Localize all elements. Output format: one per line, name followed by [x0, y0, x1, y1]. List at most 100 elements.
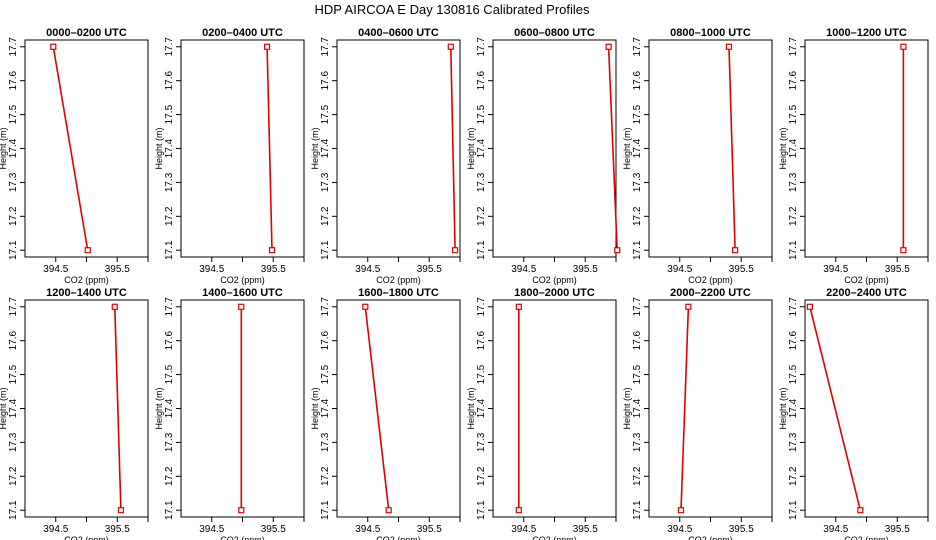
panel-title: 0800–1000 UTC: [670, 27, 751, 39]
y-axis-label: Height (m): [622, 127, 632, 169]
data-point: [806, 303, 814, 310]
x-tick-label: 395.5: [573, 264, 598, 275]
x-axis-label: CO2 (ppm): [64, 275, 109, 285]
y-tick-label: 17.5: [320, 104, 331, 124]
x-axis-label: CO2 (ppm): [220, 535, 265, 540]
profile-line: [728, 46, 736, 251]
y-tick-label: 17.4: [632, 138, 643, 158]
y-tick-label: 17.2: [788, 466, 799, 486]
y-tick-label: 17.7: [788, 297, 799, 317]
y-tick-label: 17.2: [476, 206, 487, 226]
panel-title: 0000–0200 UTC: [46, 27, 127, 39]
y-tick-label: 17.2: [320, 466, 331, 486]
y-tick-label: 17.7: [320, 297, 331, 317]
plot-frame: [804, 39, 929, 258]
panel-title: 2000–2200 UTC: [670, 287, 751, 299]
plot-frame: [492, 39, 617, 258]
figure-title: HDP AIRCOA E Day 130816 Calibrated Profi…: [314, 2, 590, 17]
panel-title: 0600–0800 UTC: [514, 27, 595, 39]
profile-line: [450, 46, 456, 251]
y-tick-label: 17.3: [476, 172, 487, 192]
profile-line: [266, 46, 273, 251]
x-axis-label: CO2 (ppm): [220, 275, 265, 285]
x-tick-label: 394.5: [511, 264, 536, 275]
y-tick-label: 17.4: [788, 138, 799, 158]
y-tick-label: 17.4: [8, 398, 19, 418]
data-point: [111, 303, 118, 310]
x-tick-label: 394.5: [43, 524, 68, 535]
y-tick-label: 17.5: [788, 364, 799, 384]
plot-frame: [24, 299, 149, 518]
x-tick-label: 395.5: [885, 524, 910, 535]
x-axis-label: CO2 (ppm): [688, 275, 733, 285]
y-tick-label: 17.2: [320, 206, 331, 226]
y-tick-label: 17.6: [320, 71, 331, 91]
x-tick-label: 395.5: [105, 264, 130, 275]
x-tick-label: 394.5: [199, 264, 224, 275]
x-tick-label: 394.5: [355, 264, 380, 275]
x-tick-label: 395.5: [729, 264, 754, 275]
x-tick-label: 394.5: [43, 264, 68, 275]
x-tick-label: 395.5: [261, 524, 286, 535]
data-point: [451, 247, 459, 254]
y-tick-label: 17.4: [164, 138, 175, 158]
y-tick-label: 17.2: [476, 466, 487, 486]
x-axis-label: CO2 (ppm): [64, 535, 109, 540]
plot-frame: [648, 299, 773, 518]
y-tick-label: 17.3: [788, 172, 799, 192]
y-tick-label: 17.5: [788, 104, 799, 124]
data-point: [731, 247, 739, 254]
data-point: [362, 303, 369, 310]
x-tick-label: 395.5: [885, 264, 910, 275]
y-tick-label: 17.1: [632, 500, 643, 520]
y-axis-label: Height (m): [778, 387, 788, 429]
profile-line: [52, 46, 89, 251]
plot-frame: [648, 39, 773, 258]
x-tick-label: 394.5: [823, 524, 848, 535]
x-tick-label: 394.5: [823, 264, 848, 275]
y-tick-label: 17.2: [632, 466, 643, 486]
y-tick-label: 17.5: [632, 364, 643, 384]
y-tick-label: 17.5: [164, 104, 175, 124]
plot-frame: [180, 299, 305, 518]
panel-title: 1400–1600 UTC: [202, 287, 283, 299]
data-point: [268, 247, 276, 254]
y-tick-label: 17.6: [164, 331, 175, 351]
y-tick-label: 17.4: [8, 138, 19, 158]
y-tick-label: 17.3: [8, 172, 19, 192]
y-tick-label: 17.1: [320, 500, 331, 520]
y-tick-label: 17.3: [164, 432, 175, 452]
data-point: [725, 43, 733, 50]
y-tick-label: 17.6: [788, 71, 799, 91]
y-axis-label: Height (m): [310, 387, 320, 429]
y-tick-label: 17.4: [164, 398, 175, 418]
y-tick-label: 17.3: [164, 172, 175, 192]
panel-title: 2200–2400 UTC: [826, 287, 907, 299]
y-axis-label: Height (m): [622, 387, 632, 429]
x-axis-label: CO2 (ppm): [376, 275, 421, 285]
y-tick-label: 17.3: [632, 432, 643, 452]
plot-frame: [804, 299, 929, 518]
y-tick-label: 17.6: [320, 331, 331, 351]
y-tick-label: 17.5: [476, 364, 487, 384]
y-tick-label: 17.6: [632, 331, 643, 351]
y-axis-label: Height (m): [154, 387, 164, 429]
y-tick-label: 17.7: [164, 297, 175, 317]
y-tick-label: 17.2: [788, 206, 799, 226]
y-tick-label: 17.3: [320, 172, 331, 192]
y-tick-label: 17.7: [788, 37, 799, 57]
y-tick-label: 17.4: [320, 398, 331, 418]
y-tick-label: 17.1: [8, 500, 19, 520]
x-tick-label: 394.5: [355, 524, 380, 535]
y-tick-label: 17.5: [476, 104, 487, 124]
profile-line: [114, 306, 122, 511]
y-tick-label: 17.2: [164, 206, 175, 226]
y-tick-label: 17.5: [8, 364, 19, 384]
data-point: [857, 507, 864, 514]
